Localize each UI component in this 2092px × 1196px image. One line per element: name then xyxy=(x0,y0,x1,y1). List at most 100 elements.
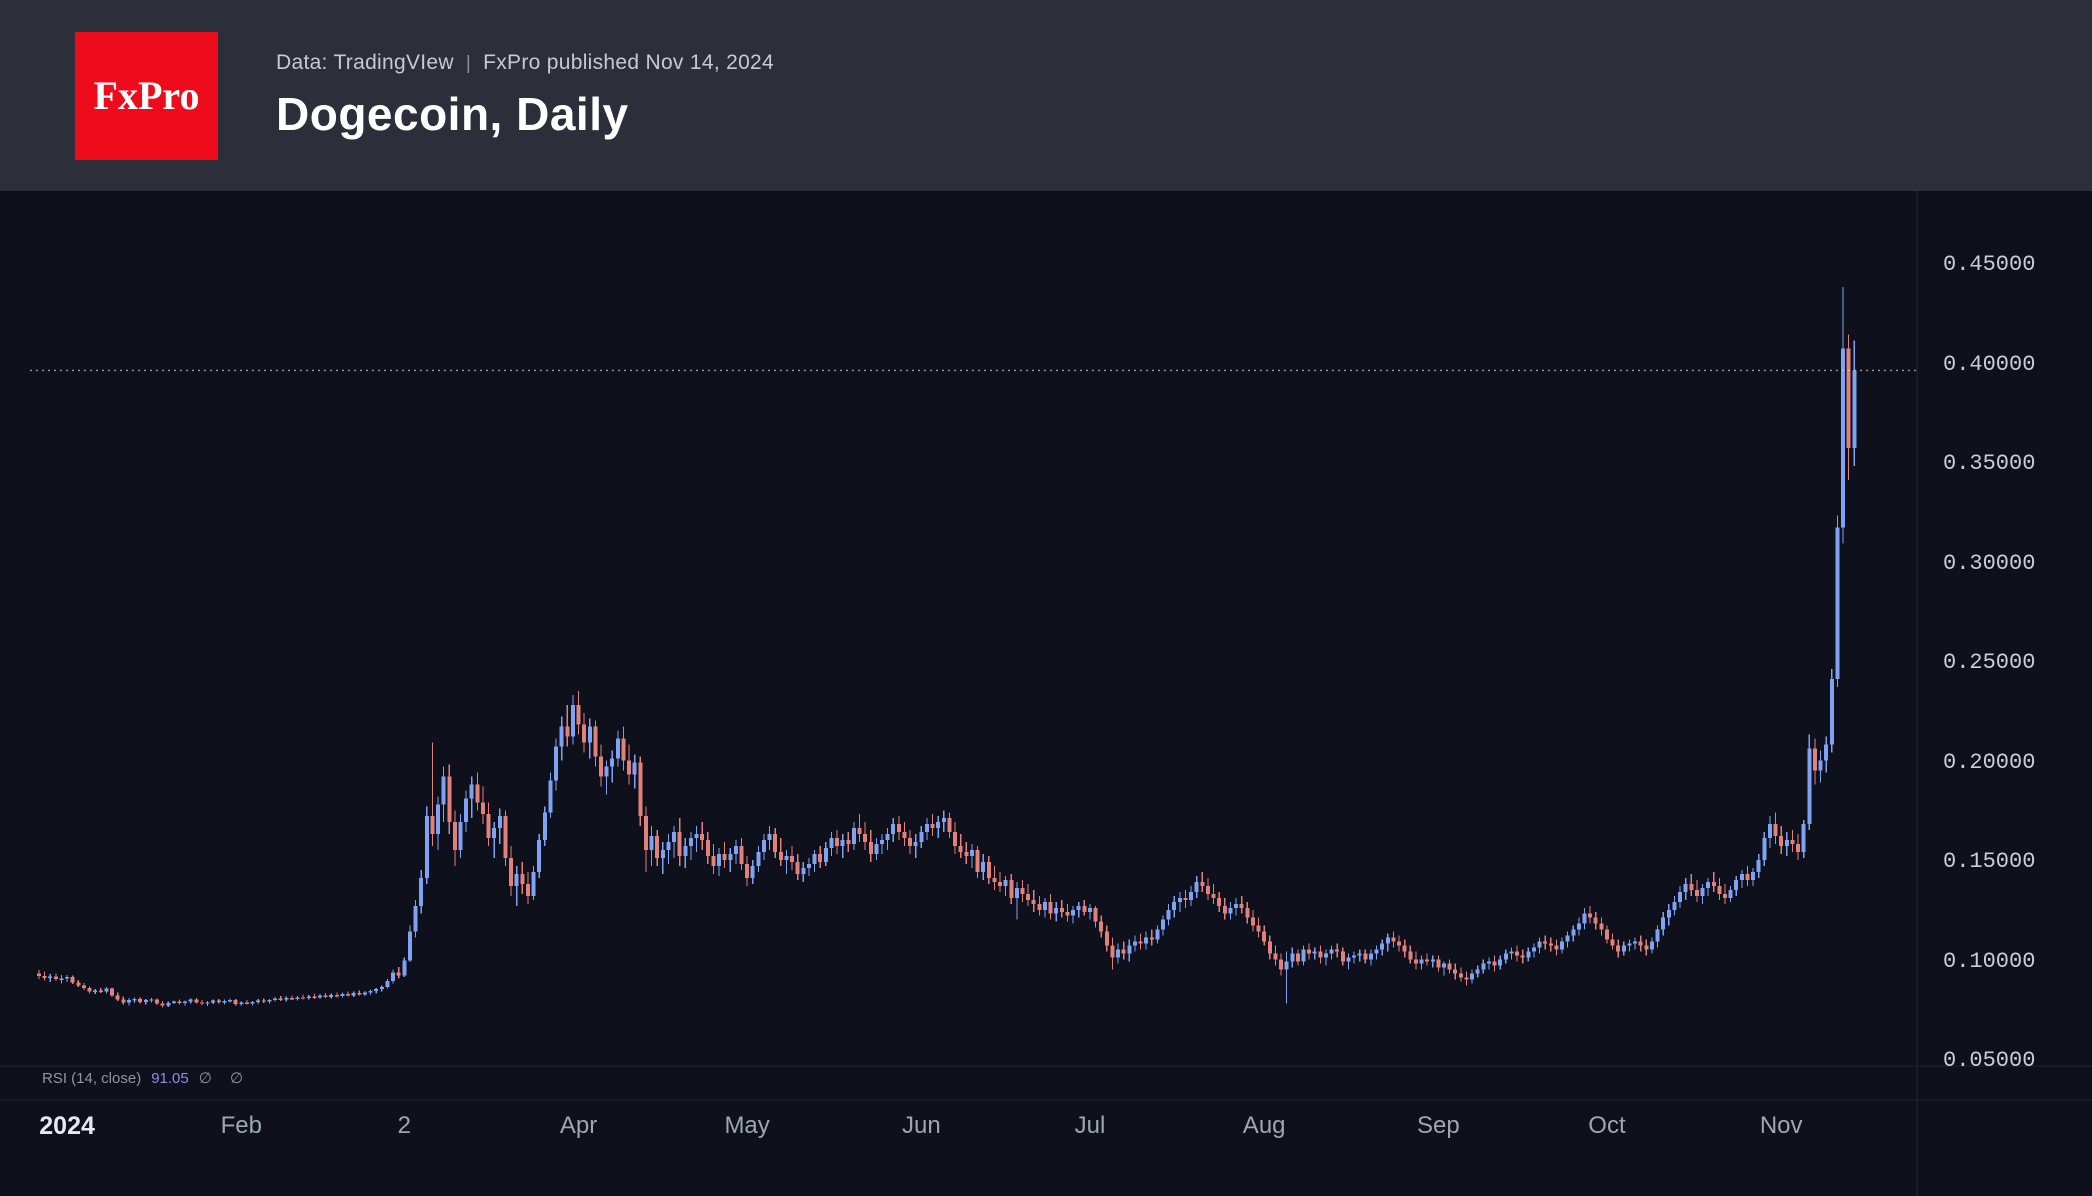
candle[interactable] xyxy=(1155,925,1160,944)
candle[interactable] xyxy=(615,730,620,767)
candle[interactable] xyxy=(1582,907,1587,930)
candle[interactable] xyxy=(1649,937,1654,954)
candle[interactable] xyxy=(216,998,221,1004)
candle[interactable] xyxy=(705,832,710,864)
candle[interactable] xyxy=(570,694,575,745)
candle[interactable] xyxy=(722,842,727,868)
candle[interactable] xyxy=(1239,895,1244,914)
candle[interactable] xyxy=(407,925,412,962)
candle[interactable] xyxy=(649,826,654,866)
candle[interactable] xyxy=(76,980,81,987)
candle[interactable] xyxy=(1576,917,1581,936)
candle[interactable] xyxy=(778,838,783,866)
candle[interactable] xyxy=(1599,917,1604,936)
candle[interactable] xyxy=(1470,969,1475,984)
candle[interactable] xyxy=(587,718,592,759)
candle[interactable] xyxy=(514,865,519,906)
candle[interactable] xyxy=(711,844,716,874)
candle[interactable] xyxy=(1560,937,1565,954)
candle[interactable] xyxy=(1402,939,1407,958)
price-axis[interactable]: 0.45000 0.40000 0.35000 0.30000 0.25000 0.200… xyxy=(1943,0,2088,1196)
candle[interactable] xyxy=(1571,925,1576,942)
candle[interactable] xyxy=(65,975,70,982)
candle[interactable] xyxy=(1672,895,1677,916)
candle[interactable] xyxy=(1481,959,1486,974)
candle[interactable] xyxy=(1003,875,1008,896)
candle[interactable] xyxy=(941,810,946,833)
candle[interactable] xyxy=(1138,933,1143,950)
candle[interactable] xyxy=(1144,931,1149,950)
candle[interactable] xyxy=(756,846,761,872)
candle[interactable] xyxy=(992,865,997,890)
candle[interactable] xyxy=(1588,905,1593,924)
candle[interactable] xyxy=(1498,955,1503,970)
candle[interactable] xyxy=(312,993,317,999)
candle[interactable] xyxy=(160,1001,165,1008)
candle[interactable] xyxy=(424,806,429,884)
candle[interactable] xyxy=(480,786,485,825)
candle[interactable] xyxy=(368,989,373,995)
candle[interactable] xyxy=(486,802,491,847)
candle[interactable] xyxy=(1110,937,1115,970)
candle[interactable] xyxy=(1352,951,1357,964)
candle[interactable] xyxy=(880,834,884,855)
candle[interactable] xyxy=(115,992,120,1002)
candle[interactable] xyxy=(340,992,345,998)
candle[interactable] xyxy=(1633,937,1638,950)
candle[interactable] xyxy=(660,842,665,874)
candle[interactable] xyxy=(1818,750,1823,783)
candle[interactable] xyxy=(1076,901,1081,918)
candle[interactable] xyxy=(1447,959,1452,974)
candle[interactable] xyxy=(1200,871,1205,892)
candle[interactable] xyxy=(913,834,918,859)
candle[interactable] xyxy=(1678,885,1683,908)
candle[interactable] xyxy=(874,838,879,861)
candle[interactable] xyxy=(284,996,289,1002)
candle[interactable] xyxy=(1520,949,1525,964)
candle[interactable] xyxy=(1245,901,1250,924)
candle[interactable] xyxy=(1486,957,1491,970)
candle[interactable] xyxy=(851,822,856,851)
candle[interactable] xyxy=(199,1000,204,1006)
candle[interactable] xyxy=(829,832,834,857)
candle[interactable] xyxy=(48,974,53,983)
candle[interactable] xyxy=(177,999,182,1005)
candle[interactable] xyxy=(733,840,738,864)
candle[interactable] xyxy=(1211,883,1216,904)
candle[interactable] xyxy=(795,854,800,880)
candle[interactable] xyxy=(1492,955,1497,972)
candle[interactable] xyxy=(1087,903,1092,920)
candle[interactable] xyxy=(385,979,390,989)
candle[interactable] xyxy=(1307,943,1312,960)
candle[interactable] xyxy=(42,971,47,981)
candle[interactable] xyxy=(1773,812,1778,845)
candle[interactable] xyxy=(1425,953,1430,966)
candle[interactable] xyxy=(93,988,98,995)
candle[interactable] xyxy=(329,993,334,999)
candle[interactable] xyxy=(194,998,199,1004)
candle[interactable] xyxy=(1503,949,1508,964)
candle[interactable] xyxy=(205,1001,210,1007)
candle[interactable] xyxy=(801,862,806,882)
candle[interactable] xyxy=(256,999,261,1004)
candle[interactable] xyxy=(1616,939,1621,958)
candle[interactable] xyxy=(1689,873,1694,896)
candle[interactable] xyxy=(902,822,907,847)
candle[interactable] xyxy=(155,998,160,1005)
candle[interactable] xyxy=(1262,925,1267,946)
candle[interactable] xyxy=(1812,738,1817,785)
candle[interactable] xyxy=(1515,945,1520,962)
candle[interactable] xyxy=(750,860,755,884)
candle[interactable] xyxy=(542,806,547,847)
candle[interactable] xyxy=(953,822,958,855)
candle[interactable] xyxy=(919,826,924,849)
candle[interactable] xyxy=(138,997,143,1004)
candle[interactable] xyxy=(930,814,935,837)
candle[interactable] xyxy=(413,899,418,938)
candle[interactable] xyxy=(233,998,238,1006)
candle[interactable] xyxy=(1267,935,1272,960)
candle[interactable] xyxy=(1217,891,1222,912)
candle[interactable] xyxy=(396,967,401,979)
candle[interactable] xyxy=(947,812,952,839)
candle[interactable] xyxy=(531,865,536,900)
